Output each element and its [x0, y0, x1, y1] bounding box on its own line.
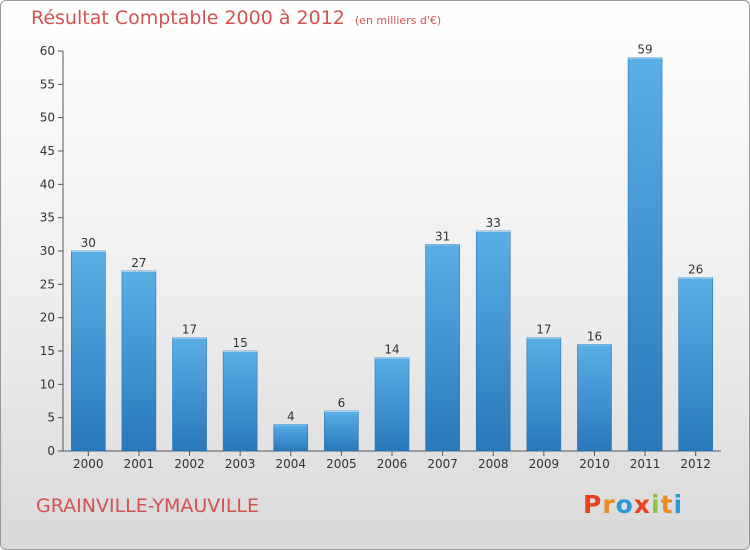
value-label: 17 — [182, 323, 197, 337]
x-tick-label: 2009 — [529, 457, 560, 471]
x-tick-label: 2011 — [630, 457, 661, 471]
y-tick-label: 15 — [40, 344, 55, 358]
y-tick-label: 0 — [47, 444, 55, 458]
logo-letter: t — [660, 490, 674, 519]
x-tick-label: 2004 — [275, 457, 306, 471]
x-tick-label: 2001 — [124, 457, 155, 471]
value-label: 16 — [587, 329, 602, 343]
bar-2006 — [374, 357, 410, 452]
bar-2005 — [324, 410, 359, 452]
value-label: 59 — [637, 43, 652, 57]
value-label: 6 — [338, 396, 346, 410]
y-tick-label: 5 — [47, 411, 55, 425]
value-label: 26 — [688, 263, 703, 277]
value-label: 31 — [435, 229, 450, 243]
logo-letter: o — [615, 490, 634, 519]
bar-2008 — [475, 230, 511, 452]
value-label: 17 — [536, 323, 551, 337]
y-tick-label: 60 — [40, 44, 55, 58]
bar-2001 — [121, 270, 157, 452]
y-tick-label: 30 — [40, 244, 55, 258]
value-label: 30 — [81, 236, 96, 250]
y-tick-label: 10 — [40, 377, 55, 391]
x-tick-label: 2008 — [478, 457, 509, 471]
y-tick-label: 55 — [40, 77, 55, 91]
value-label: 33 — [486, 216, 501, 230]
commune-name: GRAINVILLE-YMAUVILLE — [36, 495, 260, 517]
chart-title: Résultat Comptable 2000 à 2012 — [31, 7, 345, 29]
bar-2004 — [273, 424, 309, 452]
x-tick-label: 2002 — [174, 457, 205, 471]
x-tick-label: 2000 — [73, 457, 104, 471]
bar-2002 — [172, 337, 207, 452]
bar-2000 — [71, 250, 106, 452]
x-tick-label: 2012 — [680, 457, 711, 471]
chart-title-block: Résultat Comptable 2000 à 2012 (en millie… — [31, 7, 441, 29]
logo-letter: x — [633, 490, 651, 519]
x-tick-label: 2006 — [377, 457, 408, 471]
value-label: 15 — [233, 336, 248, 350]
logo-letter: r — [602, 490, 616, 519]
x-tick-label: 2005 — [326, 457, 357, 471]
bar-2009 — [526, 337, 562, 452]
value-label: 4 — [287, 409, 295, 423]
value-label: 14 — [384, 343, 399, 357]
logo-letter: P — [583, 490, 603, 519]
proxiti-logo[interactable]: Proxiti — [583, 490, 683, 519]
bar-2012 — [678, 277, 713, 452]
bar-2003 — [222, 350, 258, 452]
bar-2011 — [627, 57, 663, 452]
x-tick-label: 2010 — [579, 457, 610, 471]
y-tick-label: 40 — [40, 177, 55, 191]
value-label: 27 — [131, 256, 146, 270]
y-tick-label: 35 — [40, 211, 55, 225]
bar-2007 — [425, 244, 460, 452]
logo-letter: i — [651, 490, 661, 519]
y-tick-label: 45 — [40, 144, 55, 158]
logo-letter: i — [673, 490, 684, 519]
y-tick-label: 50 — [40, 111, 55, 125]
chart-subtitle: (en milliers d'€) — [354, 14, 442, 27]
x-tick-label: 2007 — [427, 457, 458, 471]
y-tick-label: 20 — [40, 311, 55, 325]
y-tick-label: 25 — [40, 277, 55, 291]
x-tick-label: 2003 — [225, 457, 256, 471]
bar-2010 — [577, 344, 612, 452]
